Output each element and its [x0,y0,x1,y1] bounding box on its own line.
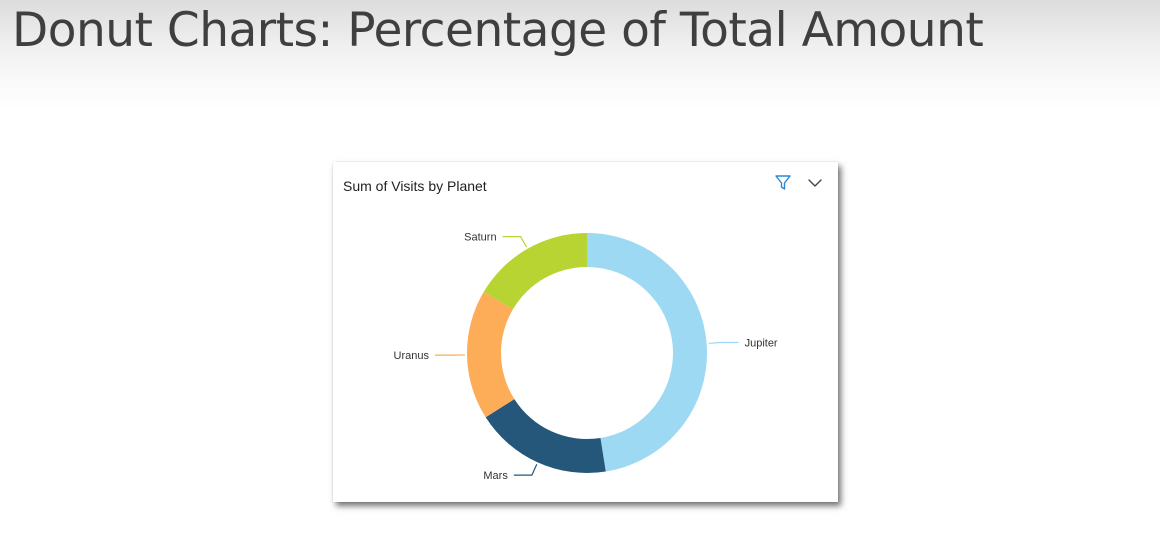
slice-label-uranus: Uranus [394,350,430,362]
slide-header: Donut Charts: Percentage of Total Amount [0,0,1160,110]
visual-header-actions [774,174,824,192]
donut-slice-saturn[interactable] [483,233,587,310]
chevron-down-icon[interactable] [806,174,824,192]
donut-slice-mars[interactable] [485,399,606,474]
donut-chart: Jupiter Mars Uranus Saturn [394,232,778,483]
filter-icon[interactable] [774,174,792,192]
slice-label-jupiter: Jupiter [745,337,778,349]
leader-line-saturn [502,236,528,248]
donut-slice-jupiter[interactable] [587,233,708,472]
slice-label-mars: Mars [483,470,508,482]
leader-line-mars [513,463,538,476]
donut-chart-visual[interactable]: Sum of Visits by Planet Jupiter Mars Uranu… [333,162,838,502]
slide-title: Donut Charts: Percentage of Total Amount [12,3,984,58]
leader-line-jupiter [708,341,739,345]
donut-slice-uranus[interactable] [467,291,515,418]
visual-title: Sum of Visits by Planet [343,178,487,194]
slice-label-saturn: Saturn [464,232,496,244]
